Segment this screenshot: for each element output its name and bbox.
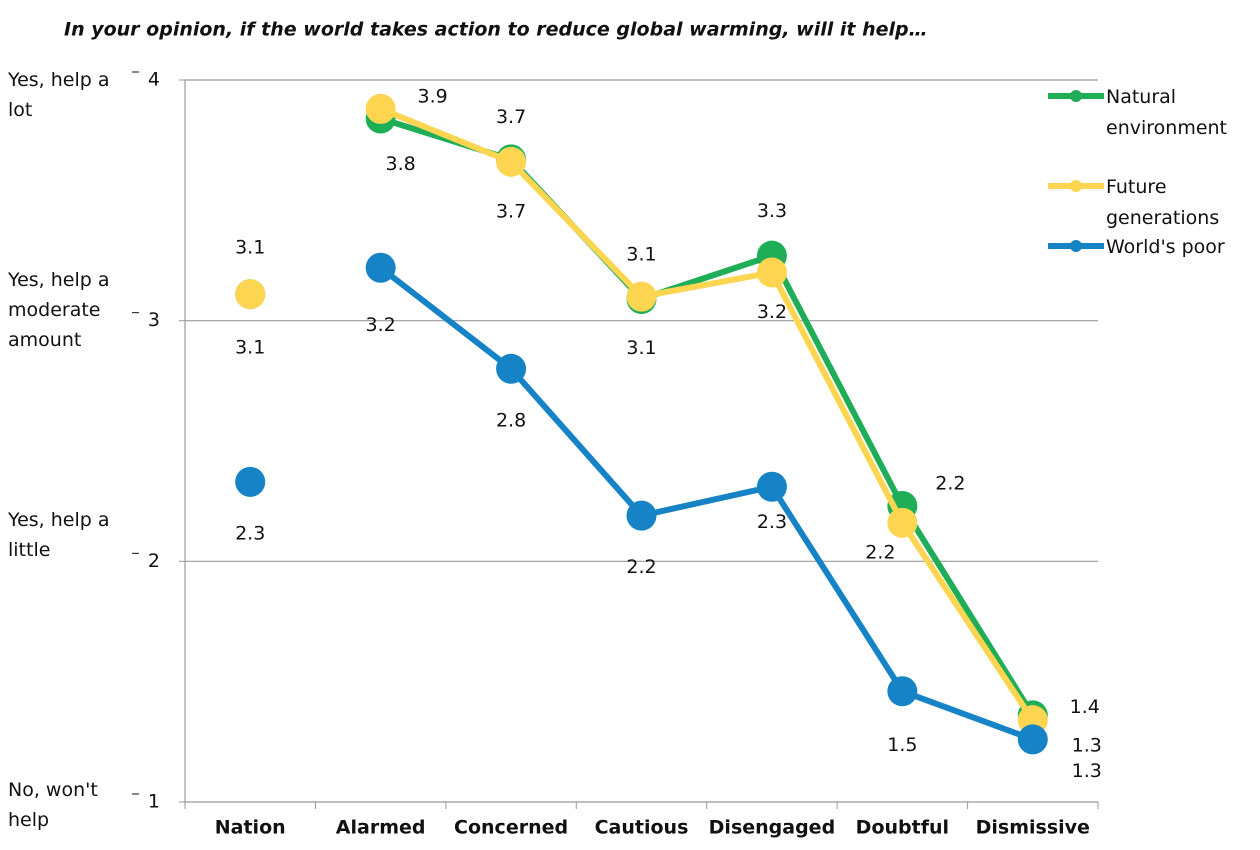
- value-label: 3.1: [626, 244, 656, 266]
- value-label: 3.2: [757, 301, 787, 323]
- value-label: 1.3: [1072, 760, 1102, 782]
- y-tick-label: 4: [148, 69, 160, 91]
- value-label: 2.2: [935, 472, 965, 494]
- y-tick-label: 1: [148, 791, 160, 813]
- value-label: 3.7: [496, 106, 526, 128]
- marker: [756, 471, 787, 502]
- y-description: Yes, help a little: [8, 509, 110, 561]
- value-label: 3.9: [418, 85, 448, 107]
- y-description: Yes, help a lot: [8, 69, 110, 121]
- legend-marker: [1070, 240, 1082, 252]
- marker: [626, 500, 657, 531]
- marker: [235, 279, 266, 310]
- value-label: 2.3: [757, 511, 787, 533]
- marker: [496, 146, 527, 177]
- x-tick-label: Nation: [215, 817, 286, 839]
- series-line: [378, 265, 1034, 743]
- value-label: 2.2: [865, 541, 895, 563]
- x-tick-label: Alarmed: [336, 817, 426, 839]
- chart-title: In your opinion, if the world takes acti…: [64, 19, 928, 41]
- value-label: 1.5: [887, 734, 917, 756]
- y-description: No, won't help: [8, 779, 98, 831]
- value-label: 3.1: [235, 337, 265, 359]
- marker: [365, 93, 396, 124]
- legend-marker: [1070, 180, 1082, 192]
- value-label: 1.4: [1070, 696, 1100, 718]
- legend-label: Natural environment: [1106, 86, 1228, 139]
- series-line: [379, 115, 1036, 717]
- value-label: 2.3: [235, 522, 265, 544]
- marker: [1017, 724, 1048, 755]
- series-line: [379, 106, 1036, 722]
- marker: [496, 353, 527, 384]
- legend-label: Future generations: [1106, 176, 1220, 229]
- value-label: 3.3: [757, 200, 787, 222]
- y-description: Yes, help a moderate amount: [8, 269, 110, 351]
- value-label: 2.8: [496, 409, 526, 431]
- marker: [756, 257, 787, 288]
- x-tick-label: Disengaged: [709, 817, 836, 839]
- value-label: 3.2: [366, 314, 396, 336]
- value-label: 3.1: [235, 237, 265, 259]
- value-label: 3.8: [386, 153, 416, 175]
- value-label: 3.7: [496, 200, 526, 222]
- x-tick-label: Dismissive: [976, 817, 1090, 839]
- y-tick-label: 3: [148, 309, 160, 331]
- legend-label: World's poor: [1106, 236, 1225, 258]
- marker: [365, 252, 396, 283]
- x-tick-label: Concerned: [454, 817, 568, 839]
- value-label: 3.1: [626, 337, 656, 359]
- y-tick-label: 2: [148, 550, 160, 572]
- marker: [887, 507, 918, 538]
- x-tick-label: Doubtful: [856, 817, 949, 839]
- marker: [235, 466, 266, 497]
- marker: [626, 281, 657, 312]
- legend-marker: [1070, 90, 1082, 102]
- marker: [887, 676, 918, 707]
- value-label: 1.3: [1072, 735, 1102, 757]
- x-tick-label: Cautious: [595, 817, 689, 839]
- value-label: 2.2: [626, 556, 656, 578]
